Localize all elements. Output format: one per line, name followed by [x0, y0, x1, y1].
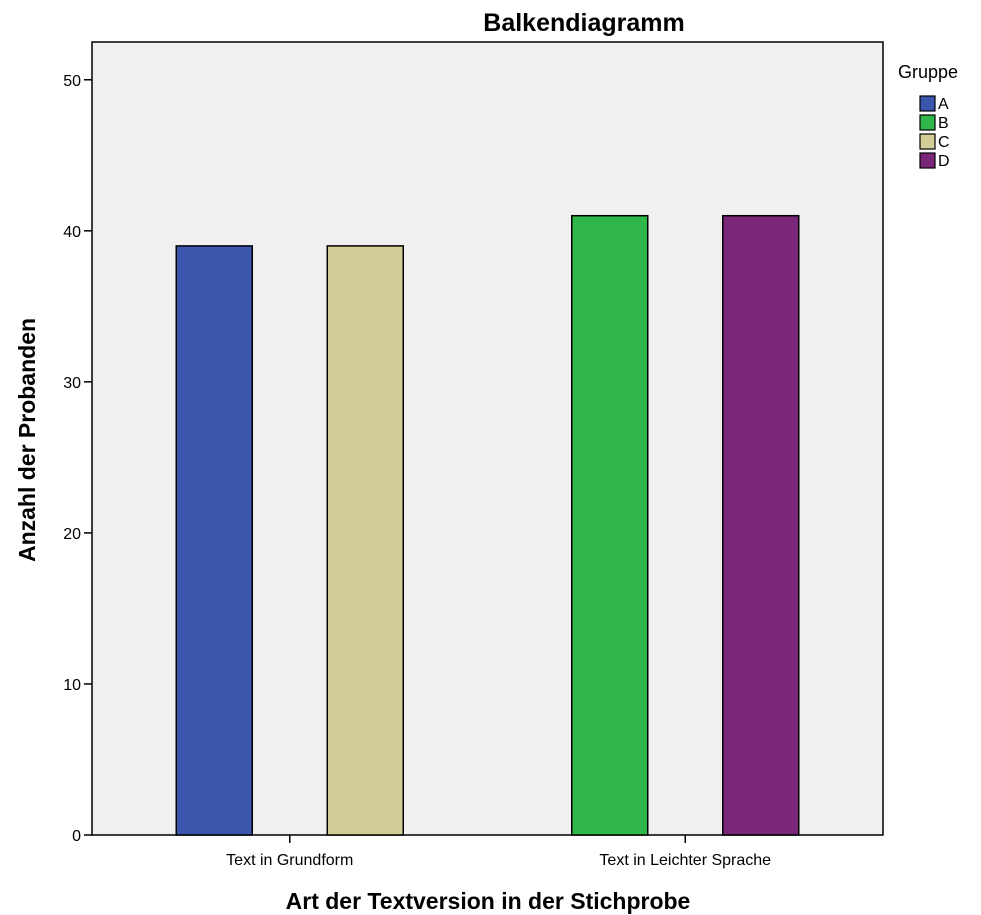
bar-c [326, 245, 404, 836]
y-tick-label: 40 [63, 224, 81, 241]
legend-swatch-b [919, 114, 936, 131]
y-axis-title: Anzahl der Probanden [14, 318, 40, 562]
y-axis: 0 10 20 30 40 50 [63, 73, 92, 845]
y-tick-label: 20 [63, 526, 81, 543]
legend-label-d: D [938, 153, 950, 170]
x-tick-label: Text in Grundform [226, 852, 353, 869]
y-tick-label: 0 [72, 828, 81, 845]
y-tick-label: 30 [63, 375, 81, 392]
bar-a [175, 245, 253, 836]
x-axis: Text in Grundform Text in Leichter Sprach… [226, 835, 771, 869]
x-axis-title: Art der Textversion in der Stichprobe [286, 888, 691, 914]
legend-swatch-d [919, 152, 936, 169]
bar-d [722, 214, 800, 836]
y-tick-label: 10 [63, 677, 81, 694]
x-tick-label: Text in Leichter Sprache [599, 852, 771, 869]
legend-swatch-a [919, 95, 936, 112]
bars-layer [175, 214, 800, 836]
chart-title: Balkendiagramm [483, 9, 684, 37]
legend-label-a: A [938, 96, 949, 113]
y-tick-label: 50 [63, 73, 81, 90]
legend-title: Gruppe [898, 62, 958, 82]
bar-b [571, 214, 649, 836]
legend-label-c: C [938, 134, 950, 151]
legend-label-b: B [938, 115, 949, 132]
legend-swatch-c [919, 133, 936, 150]
